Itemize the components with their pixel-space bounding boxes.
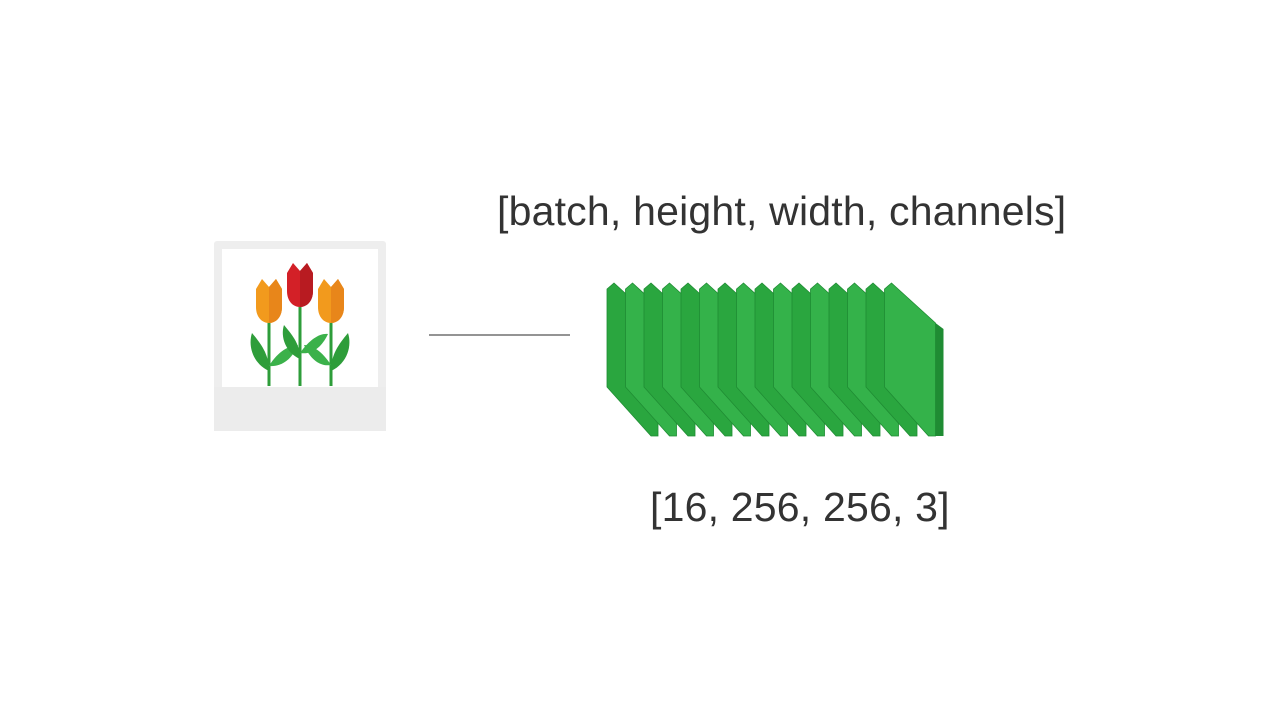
batch-slice bbox=[865, 282, 918, 437]
batch-slice bbox=[810, 282, 862, 437]
batch-slice bbox=[828, 282, 881, 437]
batch-slice bbox=[884, 282, 936, 437]
batch-slice bbox=[680, 282, 733, 437]
batch-slice bbox=[847, 282, 899, 437]
tensor-shape-label: [batch, height, width, channels] bbox=[497, 188, 1067, 234]
batch-slice bbox=[717, 282, 770, 437]
tensor-shape-values: [16, 256, 256, 3] bbox=[650, 484, 950, 530]
batch-slice bbox=[625, 282, 677, 437]
batch-slice bbox=[773, 282, 825, 437]
batch-slice bbox=[736, 282, 788, 437]
batch-slice bbox=[791, 282, 844, 437]
batch-slice bbox=[754, 282, 807, 437]
batch-slice bbox=[699, 282, 751, 437]
tulips-photo-icon bbox=[214, 241, 386, 431]
batch-slice bbox=[606, 282, 659, 437]
batch-back-face bbox=[607, 289, 658, 436]
batch-slice bbox=[643, 282, 696, 437]
batch-front-face bbox=[935, 323, 944, 436]
batch-slice bbox=[662, 282, 714, 437]
